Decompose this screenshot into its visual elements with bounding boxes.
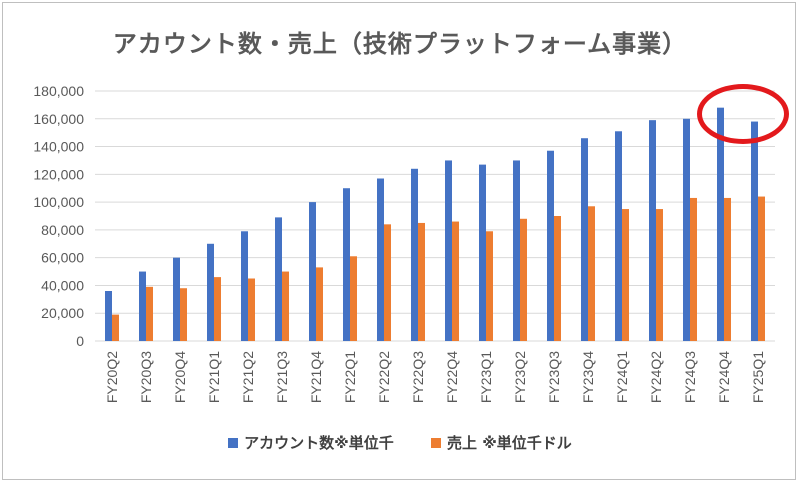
legend-label-sales: 売上 ※単位千ドル [447, 434, 572, 452]
bar-accounts [717, 107, 724, 342]
x-tick-label: FY24Q1 [614, 351, 630, 403]
legend-item-sales: 売上 ※単位千ドル [431, 432, 572, 453]
bar-sales [520, 218, 527, 341]
x-tick-label: FY22Q3 [410, 351, 426, 403]
x-tick-label: FY23Q3 [546, 351, 562, 403]
bar-accounts [445, 160, 452, 341]
gridlines [95, 90, 775, 342]
bar-sales [656, 209, 663, 341]
bar-accounts [479, 164, 486, 341]
bar-sales [350, 256, 357, 341]
bar-accounts [649, 120, 656, 342]
bar-accounts [615, 131, 622, 341]
bar-sales [316, 267, 323, 341]
bar-sales [622, 209, 629, 341]
y-tick-label: 160,000 [33, 111, 84, 127]
bar-accounts [581, 138, 588, 341]
bar-sales [588, 206, 595, 341]
bar-accounts [547, 150, 554, 341]
bar-sales [146, 286, 153, 341]
x-tick-label: FY21Q3 [274, 351, 290, 403]
bar-sales [554, 216, 561, 341]
bar-accounts [343, 188, 350, 341]
bar-sales [758, 196, 765, 341]
bar-sales [724, 197, 731, 341]
x-tick-label: FY23Q2 [512, 351, 528, 403]
x-tick-label: FY21Q4 [308, 351, 324, 403]
x-tick-label: FY24Q2 [648, 351, 664, 403]
bar-sales [418, 222, 425, 341]
bar-accounts [309, 202, 316, 341]
x-tick-label: FY21Q1 [206, 351, 222, 403]
bar-sales [248, 278, 255, 341]
x-axis: FY20Q2 FY20Q3 FY20Q4 FY21Q1 FY21Q2 FY21Q3 FY21… [104, 351, 766, 403]
bar-sales [486, 231, 493, 341]
bar-accounts [173, 257, 180, 341]
x-tick-label: FY20Q4 [172, 351, 188, 403]
bar-sales [452, 221, 459, 341]
bar-sales [282, 271, 289, 341]
bar-accounts [105, 291, 112, 341]
highlight-circle [697, 84, 789, 144]
y-tick-label: 180,000 [33, 83, 84, 99]
bar-accounts [411, 168, 418, 341]
y-tick-label: 100,000 [33, 194, 84, 210]
x-tick-label: FY23Q1 [478, 351, 494, 403]
bar-accounts [751, 121, 758, 341]
x-tick-label: FY22Q4 [444, 351, 460, 403]
bar-sales [384, 224, 391, 341]
y-tick-label: 80,000 [41, 222, 84, 238]
legend-swatch-accounts [228, 437, 239, 448]
legend-swatch-sales [431, 437, 441, 448]
bar-accounts [207, 243, 214, 341]
bar-accounts [275, 217, 282, 341]
x-tick-label: FY25Q1 [750, 351, 766, 403]
y-axis: 0 20,000 40,000 60,000 80,000 100,000 120,000 1… [33, 83, 84, 349]
x-tick-label: FY20Q3 [138, 351, 154, 403]
bar-accounts [377, 178, 384, 341]
legend-item-accounts: アカウント数※単位千 [228, 432, 394, 453]
legend-label-accounts: アカウント数※単位千 [244, 434, 394, 452]
bar-sales [214, 277, 221, 341]
y-tick-label: 20,000 [41, 305, 84, 321]
y-tick-label: 0 [76, 333, 84, 349]
bar-accounts [683, 118, 690, 342]
y-tick-label: 120,000 [33, 166, 84, 182]
bars [105, 107, 765, 342]
bar-sales [112, 314, 119, 341]
x-tick-label: FY22Q1 [342, 351, 358, 403]
bar-accounts [241, 231, 248, 341]
x-tick-label: FY24Q3 [682, 351, 698, 403]
bar-sales [690, 197, 697, 341]
y-tick-label: 60,000 [41, 250, 84, 266]
y-tick-label: 40,000 [41, 277, 84, 293]
x-tick-label: FY22Q2 [376, 351, 392, 403]
bar-accounts [139, 271, 146, 341]
legend: アカウント数※単位千 売上 ※単位千ドル [0, 432, 800, 453]
x-tick-label: FY24Q4 [716, 351, 732, 403]
bar-sales [180, 288, 187, 341]
x-tick-label: FY20Q2 [104, 351, 120, 403]
x-tick-label: FY21Q2 [240, 351, 256, 403]
chart-title: アカウント数・売上（技術プラットフォーム事業） [112, 30, 688, 58]
bar-accounts [513, 160, 520, 341]
x-tick-label: FY23Q4 [580, 351, 596, 403]
y-tick-label: 140,000 [33, 139, 84, 155]
